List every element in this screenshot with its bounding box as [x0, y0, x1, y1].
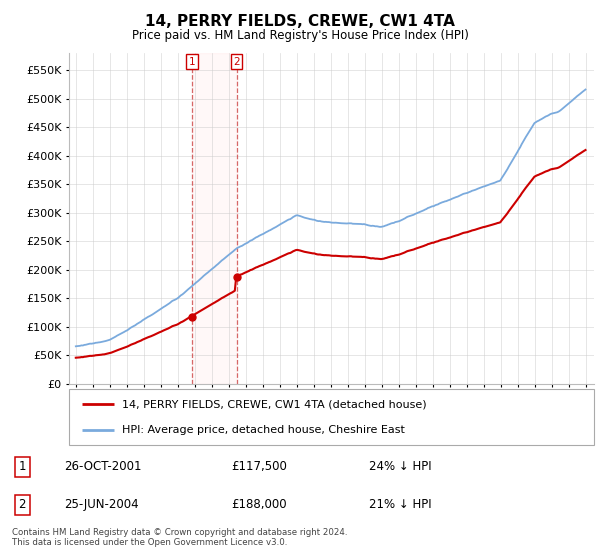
Text: 1: 1 — [188, 57, 195, 67]
Text: £117,500: £117,500 — [231, 460, 287, 473]
Text: 14, PERRY FIELDS, CREWE, CW1 4TA: 14, PERRY FIELDS, CREWE, CW1 4TA — [145, 14, 455, 29]
Text: 2: 2 — [19, 498, 26, 511]
Text: 1: 1 — [19, 460, 26, 473]
Text: 26-OCT-2001: 26-OCT-2001 — [64, 460, 142, 473]
Bar — [192, 53, 236, 384]
Text: £188,000: £188,000 — [231, 498, 287, 511]
Text: 25-JUN-2004: 25-JUN-2004 — [64, 498, 139, 511]
Text: 24% ↓ HPI: 24% ↓ HPI — [369, 460, 432, 473]
Text: 2: 2 — [233, 57, 240, 67]
Text: 14, PERRY FIELDS, CREWE, CW1 4TA (detached house): 14, PERRY FIELDS, CREWE, CW1 4TA (detach… — [121, 399, 426, 409]
FancyBboxPatch shape — [69, 389, 594, 445]
Text: 21% ↓ HPI: 21% ↓ HPI — [369, 498, 432, 511]
Text: HPI: Average price, detached house, Cheshire East: HPI: Average price, detached house, Ches… — [121, 425, 404, 435]
Text: Contains HM Land Registry data © Crown copyright and database right 2024.
This d: Contains HM Land Registry data © Crown c… — [12, 528, 347, 547]
Text: Price paid vs. HM Land Registry's House Price Index (HPI): Price paid vs. HM Land Registry's House … — [131, 29, 469, 42]
